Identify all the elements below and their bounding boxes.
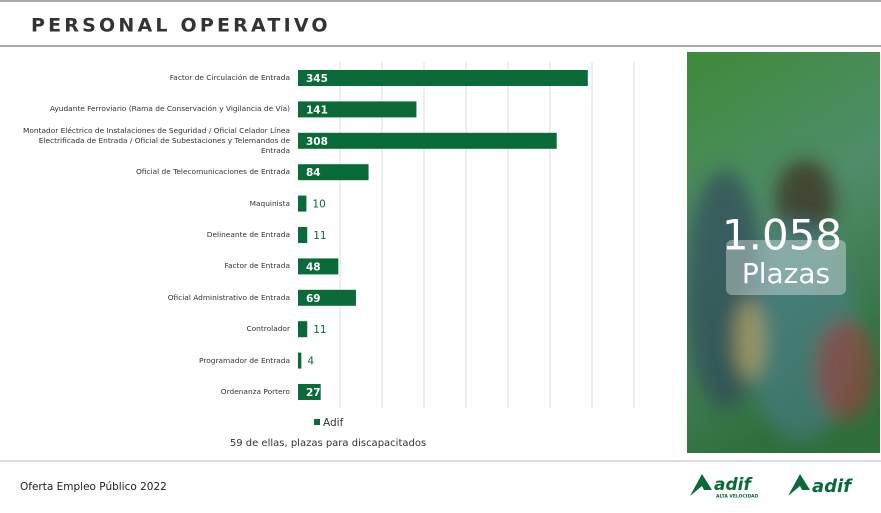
- value-label: 4: [307, 356, 314, 368]
- category-label: Maquinista: [249, 198, 290, 208]
- bar: [298, 258, 339, 275]
- title: PERSONAL OPERATIVO: [31, 15, 331, 37]
- value-label: 345: [306, 73, 328, 85]
- category-label: Ayudante Ferroviario (Rama de Conservaci…: [49, 104, 290, 114]
- value-label: 11: [313, 230, 326, 242]
- bar: [298, 384, 321, 400]
- bar: [298, 101, 417, 118]
- category-label: Oficial Administrativo de Entrada: [167, 292, 290, 302]
- bar: [298, 195, 307, 212]
- bar: [298, 289, 356, 306]
- bar: [298, 227, 308, 243]
- bar: [298, 321, 308, 338]
- logo: adif: [812, 476, 853, 497]
- bar: [298, 352, 302, 369]
- value-label: 84: [306, 167, 321, 179]
- logo-icon: [690, 474, 712, 496]
- value-label: 10: [312, 199, 325, 211]
- value-label: 308: [306, 136, 328, 148]
- category-label: Factor de Circulación de Entrada: [169, 73, 290, 82]
- logo-icon: [788, 474, 810, 496]
- category-label: Controlador: [246, 324, 291, 334]
- legend-label: Adif: [323, 417, 344, 429]
- value-label: 69: [306, 293, 321, 305]
- highlight-label: Plazas: [742, 257, 830, 290]
- value-label: 48: [306, 261, 321, 273]
- category-label: Programador de Entrada: [199, 355, 290, 365]
- bar: [298, 164, 369, 181]
- legend-swatch: [314, 419, 320, 425]
- category-label: Factor de Entrada: [224, 261, 290, 271]
- category-label: Ordenanza Portero: [220, 387, 290, 396]
- category-label: Oficial de Telecomunicaciones de Entrada: [135, 167, 290, 177]
- category-label: Montador Eléctrico de Instalaciones de S…: [23, 125, 290, 155]
- value-label: 27: [306, 387, 321, 399]
- highlight-value: 1.058: [722, 211, 842, 260]
- value-label: 141: [306, 104, 328, 116]
- logo: adif: [714, 475, 753, 495]
- bar: [298, 132, 557, 149]
- photo: [687, 52, 880, 453]
- bar: [298, 70, 588, 86]
- value-label: 11: [313, 324, 326, 336]
- logo-tagline: ALTA VELOCIDAD: [716, 494, 759, 500]
- footer-text: Oferta Empleo Público 2022: [20, 481, 167, 493]
- annotation: 59 de ellas, plazas para discapacitados: [230, 438, 426, 449]
- category-label: Delineante de Entrada: [206, 230, 290, 239]
